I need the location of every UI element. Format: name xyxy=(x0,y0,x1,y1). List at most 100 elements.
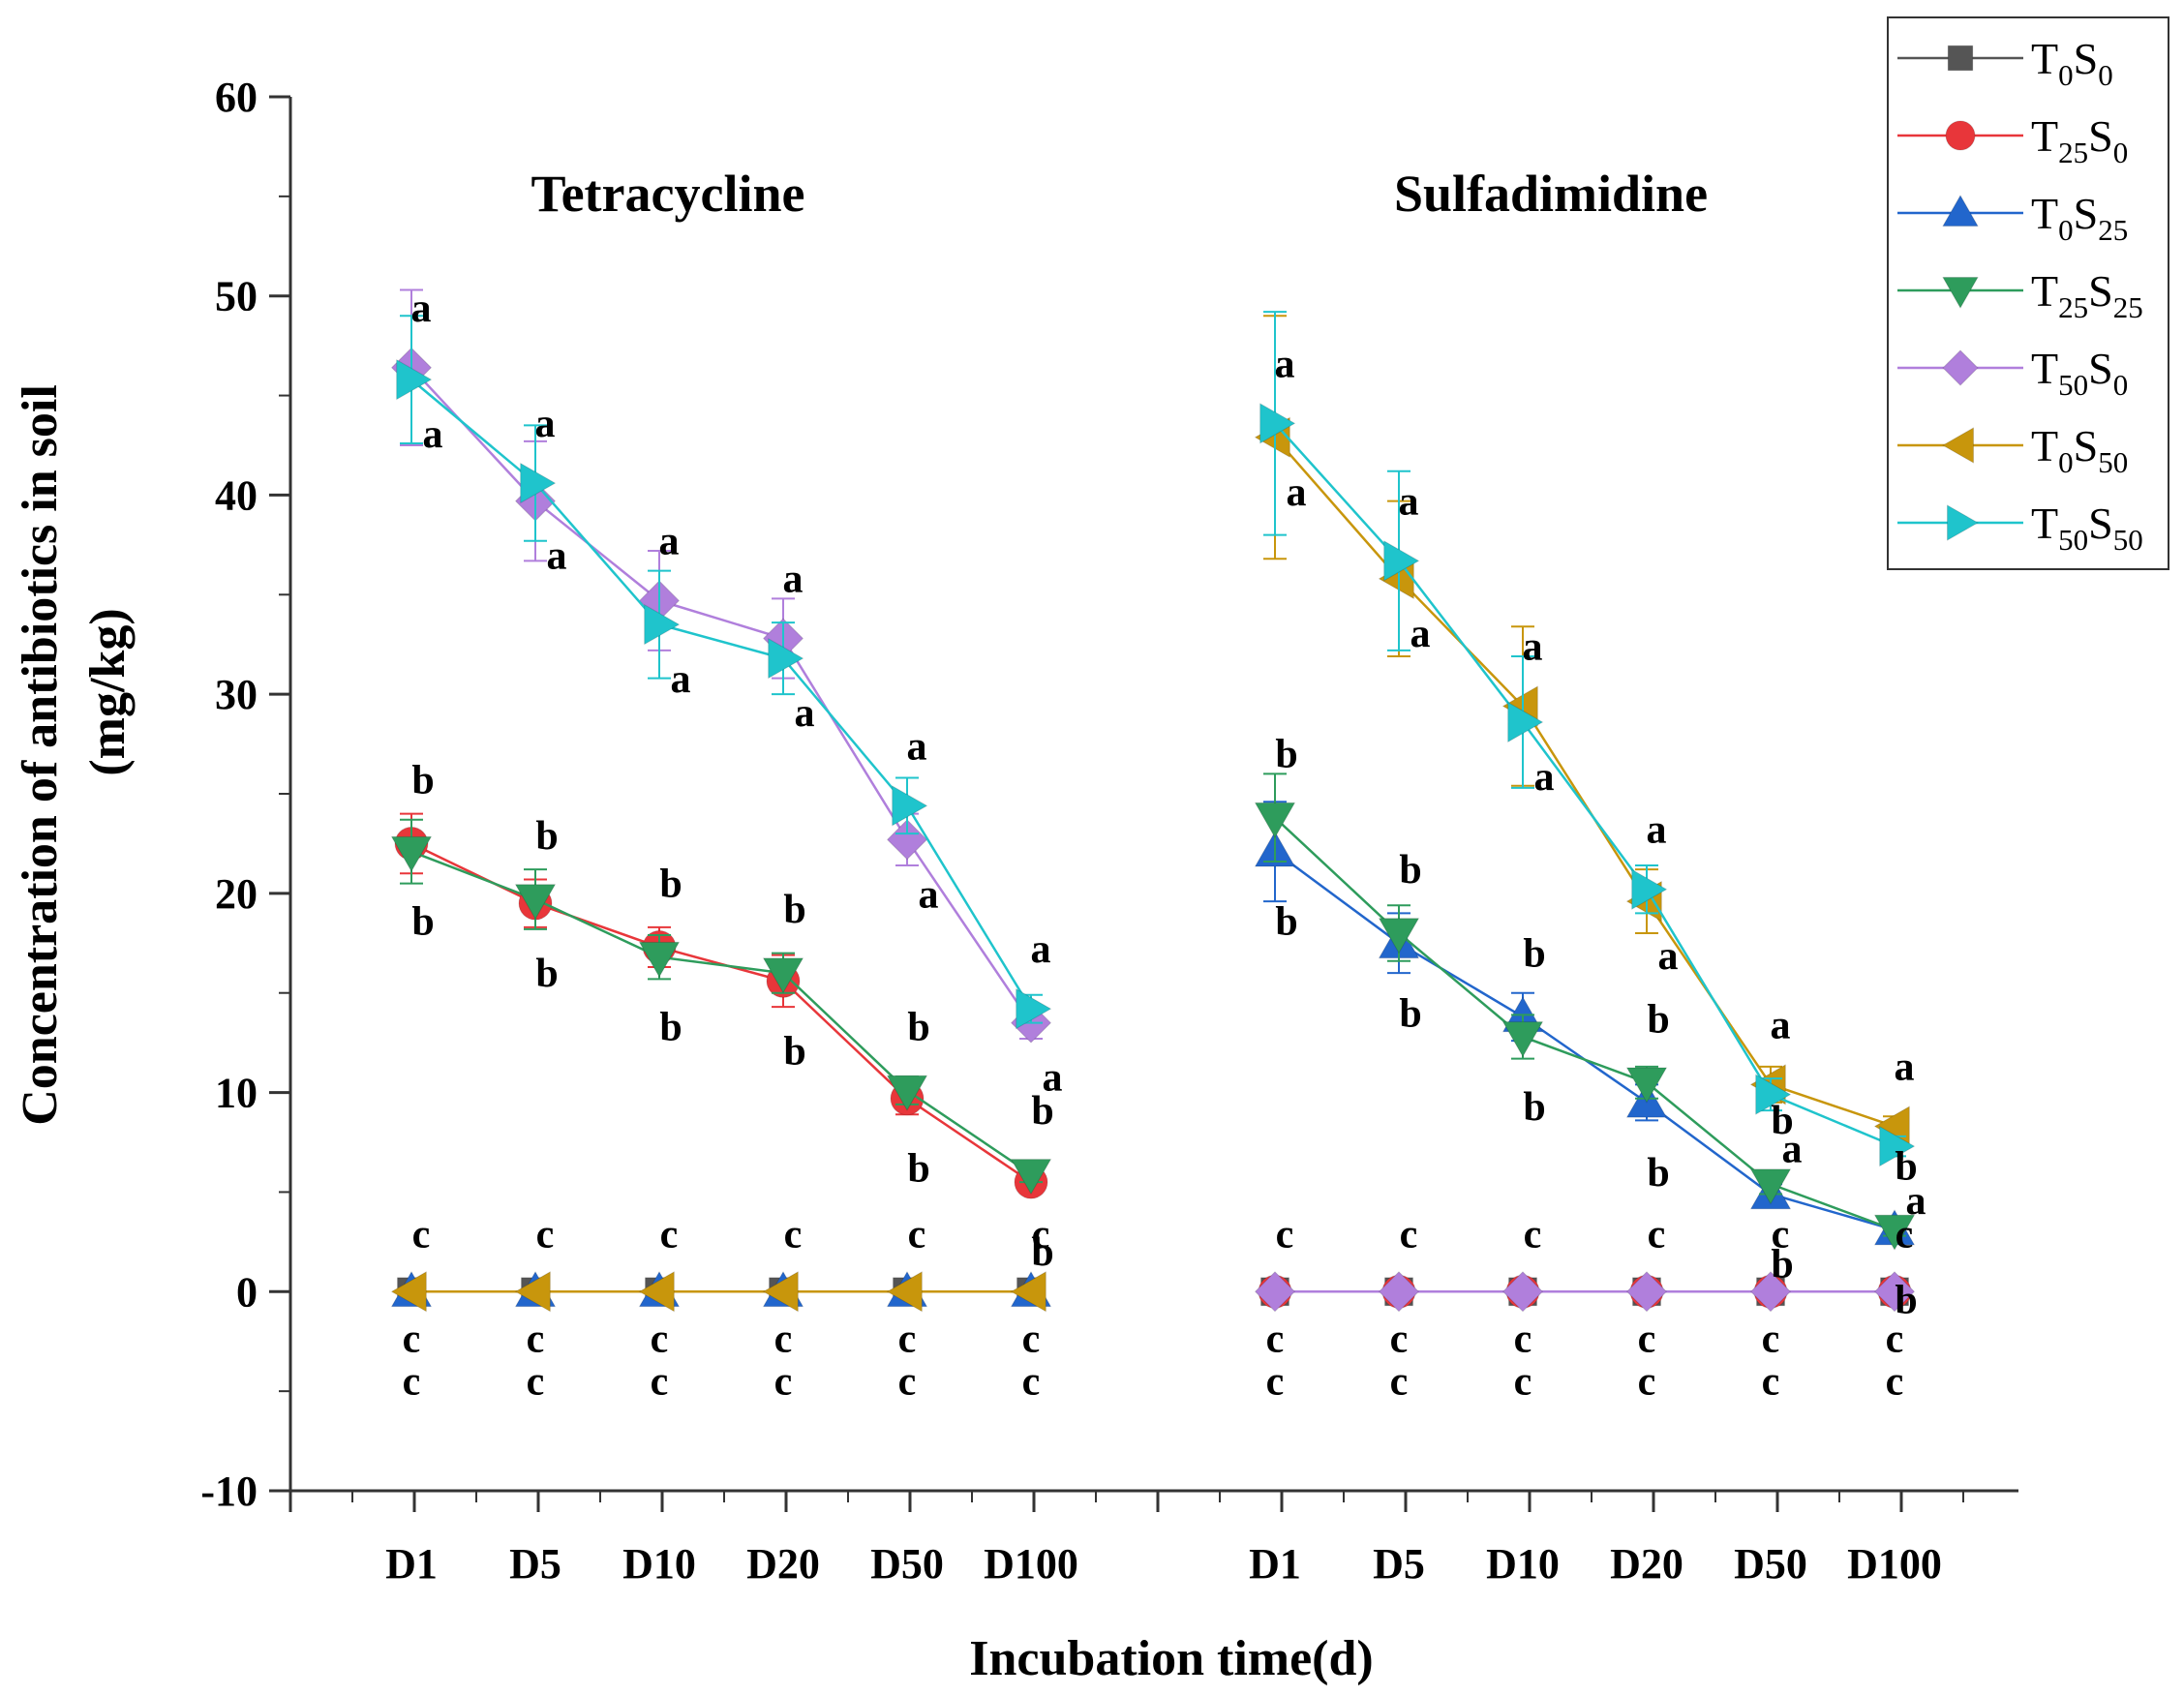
series-line xyxy=(410,366,1033,1024)
series-T0S25 xyxy=(390,1270,1052,1308)
significance-letter: b xyxy=(1523,1085,1545,1130)
significance-letter: b xyxy=(1031,1089,1053,1134)
series-T25S25 xyxy=(1254,772,1916,1251)
significance-letter: b xyxy=(659,862,682,906)
significance-letter: b xyxy=(535,952,558,996)
legend-entry-T25S0: T25S0 xyxy=(1897,111,2128,169)
legend-marker xyxy=(1945,120,1976,151)
significance-letter: b xyxy=(1031,1230,1053,1275)
data-point xyxy=(1879,1125,1916,1167)
data-point xyxy=(1010,1159,1052,1196)
x-tick-label: D20 xyxy=(1610,1540,1684,1588)
series-line xyxy=(410,850,1032,1175)
significance-letter: c xyxy=(660,1212,679,1257)
data-point xyxy=(390,835,433,873)
significance-letter: b xyxy=(1647,1151,1669,1196)
significance-letter: c xyxy=(774,1317,793,1361)
series-T50S50 xyxy=(396,315,1052,1030)
data-point xyxy=(390,1271,427,1313)
legend-marker xyxy=(1942,349,1979,386)
legend-label: T0S25 xyxy=(2031,189,2128,247)
series-T50S0 xyxy=(390,288,1052,1044)
significance-letter: a xyxy=(795,691,815,736)
significance-letter: a xyxy=(1043,1056,1063,1101)
significance-letter: a xyxy=(671,657,691,702)
data-point xyxy=(1749,1271,1792,1313)
significance-letter: a xyxy=(1906,1179,1926,1224)
series-line xyxy=(1274,422,1896,1148)
data-point xyxy=(886,1271,923,1313)
y-tick-label: 10 xyxy=(215,1070,258,1117)
significance-letter: c xyxy=(1400,1212,1418,1257)
legend-marker xyxy=(1942,277,1979,310)
legend-box xyxy=(1887,16,2169,570)
legend-marker xyxy=(1947,45,1974,72)
legend-entry-T0S0: T0S0 xyxy=(1897,34,2113,92)
significance-letter: a xyxy=(1534,755,1555,800)
y-tick-label: 30 xyxy=(215,671,258,718)
significance-letter: c xyxy=(1772,1212,1790,1257)
x-tick-label: D5 xyxy=(509,1540,561,1588)
y-axis-title-line2: (mg/kg) xyxy=(80,608,136,775)
legend-entry-T25S25: T25S25 xyxy=(1897,266,2143,324)
x-tick-label: D1 xyxy=(1249,1540,1301,1588)
data-point xyxy=(1749,1168,1792,1205)
data-point xyxy=(1873,1271,1916,1313)
data-point xyxy=(886,1075,928,1111)
significance-letter: c xyxy=(403,1317,421,1361)
x-tick-label: D50 xyxy=(870,1540,944,1588)
significance-letter: c xyxy=(1390,1317,1409,1361)
significance-letter: b xyxy=(907,1006,929,1050)
significance-letter: c xyxy=(651,1317,669,1361)
x-tick-label: D1 xyxy=(385,1540,438,1588)
significance-letter: c xyxy=(1266,1359,1285,1404)
legend-marker xyxy=(1941,427,1974,464)
significance-letter: a xyxy=(907,724,927,769)
series-T0S50 xyxy=(1254,315,1910,1147)
x-axis-title: Incubation time(d) xyxy=(969,1631,1373,1686)
data-point xyxy=(1507,701,1544,743)
series-T50S0 xyxy=(1254,1271,1916,1313)
panel-title: Tetracycline xyxy=(531,165,805,223)
significance-letter: a xyxy=(535,402,556,446)
data-point xyxy=(1625,1271,1668,1313)
y-tick-label: 20 xyxy=(215,870,258,918)
data-point xyxy=(1873,1214,1916,1251)
significance-letter: b xyxy=(1895,1145,1917,1190)
data-point xyxy=(1631,868,1668,911)
significance-letter: a xyxy=(1895,1045,1915,1090)
significance-letter: b xyxy=(1399,848,1421,893)
significance-letter: b xyxy=(411,758,434,803)
y-tick-label: 50 xyxy=(215,273,258,320)
significance-letter: b xyxy=(783,1029,805,1074)
significance-letter: c xyxy=(784,1212,803,1257)
data-point xyxy=(1254,802,1296,839)
data-point xyxy=(514,884,557,921)
significance-letter: a xyxy=(1275,342,1295,386)
legend-marker xyxy=(1947,504,1980,541)
significance-letter: b xyxy=(411,900,434,945)
significance-letter: b xyxy=(1771,1099,1793,1143)
significance-letter: a xyxy=(1399,479,1419,524)
significance-letter: b xyxy=(1771,1242,1793,1287)
data-point xyxy=(1502,1021,1544,1058)
series-line xyxy=(1274,850,1896,1231)
data-point xyxy=(1383,540,1420,582)
data-point xyxy=(396,358,433,401)
data-point xyxy=(1625,1067,1668,1104)
significance-letter: c xyxy=(527,1359,545,1404)
panel-title: Sulfadimidine xyxy=(1394,165,1708,223)
x-tick-label: D100 xyxy=(1847,1540,1942,1588)
data-point xyxy=(886,819,928,861)
significance-letter: c xyxy=(1390,1359,1409,1404)
legend-entry-T0S25: T0S25 xyxy=(1897,189,2128,247)
significance-letter: c xyxy=(1886,1317,1904,1361)
significance-letter: b xyxy=(1895,1279,1917,1323)
data-point xyxy=(1010,1271,1046,1313)
significance-letter: a xyxy=(783,558,804,602)
significance-letter: b xyxy=(1523,931,1545,976)
